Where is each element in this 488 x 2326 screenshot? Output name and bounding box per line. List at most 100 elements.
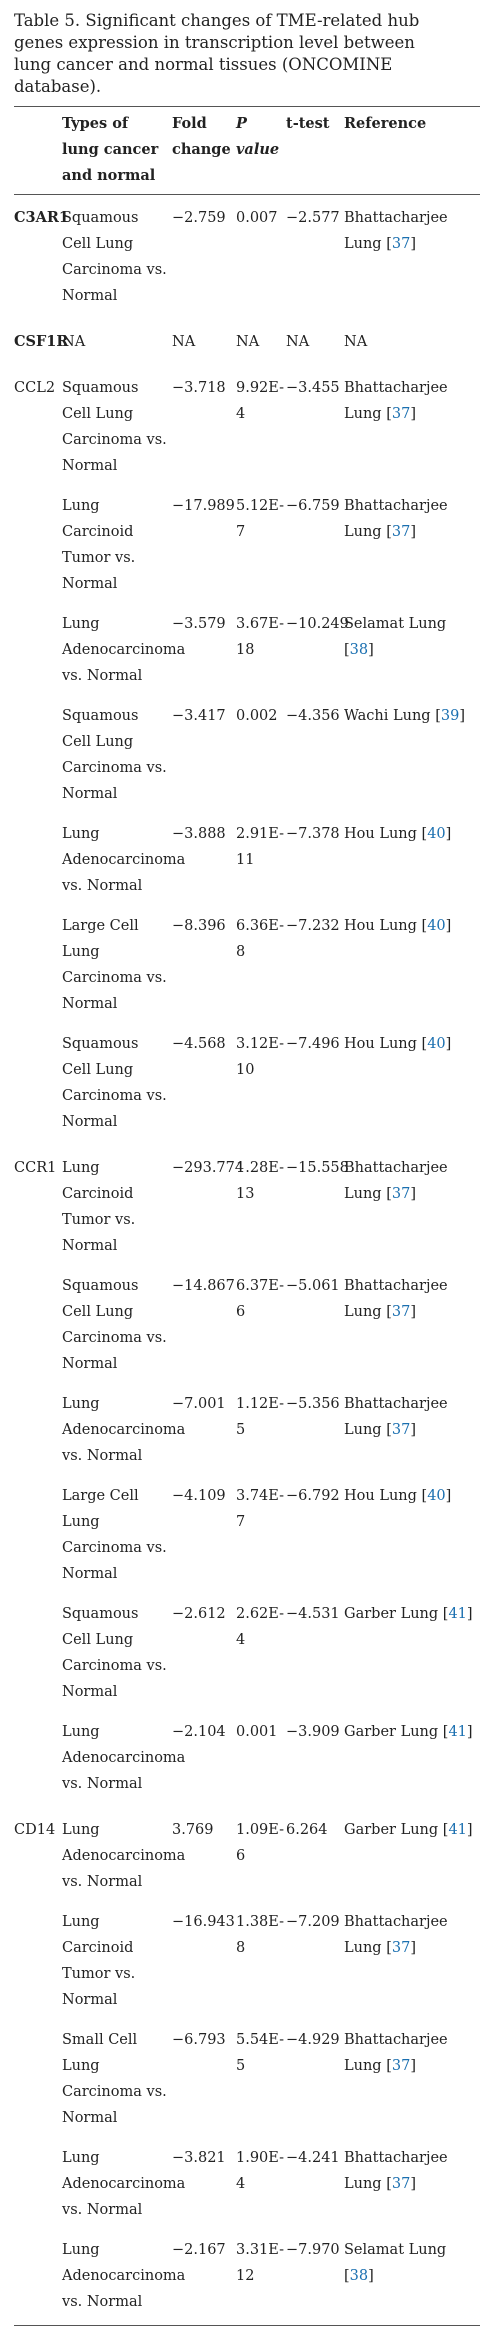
cell-type: Squamous Cell Lung Carcinoma vs. Normal xyxy=(62,210,167,304)
cell-t-test: −3.455 xyxy=(286,380,340,396)
cell-p-value: 0.007 xyxy=(236,210,278,226)
cell-t-test: −7.378 xyxy=(286,826,340,842)
reference-link[interactable]: 39 xyxy=(440,708,460,724)
cell-type: Lung Carcinoid Tumor vs. Normal xyxy=(62,498,136,592)
table-body: C3AR1 Squamous Cell Lung Carcinoma vs. No… xyxy=(14,195,480,2326)
table-row: Lung Adenocarcinoma vs. Normal −3.579 3.67… xyxy=(14,607,480,699)
reference-text: Garber Lung xyxy=(344,1606,443,1622)
cell-gene xyxy=(14,2141,62,2233)
reference-text: Garber Lung xyxy=(344,1822,443,1838)
cell-reference: Hou Lung [40] xyxy=(344,918,452,934)
reference-link[interactable]: 40 xyxy=(427,1036,446,1052)
cell-type: NA xyxy=(62,334,86,350)
cell-reference: Garber Lung [41] xyxy=(344,1606,473,1622)
reference-text: Wachi Lung xyxy=(344,708,436,724)
cell-reference: Garber Lung [41] xyxy=(344,1724,473,1740)
cell-gene: CD14 xyxy=(14,1822,56,1838)
reference-link[interactable]: 38 xyxy=(349,2268,369,2284)
reference-text: Selamat Lung xyxy=(344,616,447,632)
reference-link[interactable]: 37 xyxy=(391,1940,411,1956)
reference-link[interactable]: 41 xyxy=(448,1724,467,1740)
reference-link[interactable]: 37 xyxy=(391,2176,411,2192)
cell-fold-change: −8.396 xyxy=(172,918,226,934)
cell-p-value: 2.91E-11 xyxy=(236,826,285,868)
cell-p-value: 3.12E-10 xyxy=(236,1036,285,1078)
cell-type: Lung Adenocarcinoma vs. Normal xyxy=(62,2242,186,2310)
cell-t-test: −3.909 xyxy=(286,1724,340,1740)
cell-type: Squamous Cell Lung Carcinoma vs. Normal xyxy=(62,1606,167,1700)
table-row: Lung Adenocarcinoma vs. Normal −7.001 1.12… xyxy=(14,1387,480,1479)
cell-p-value: 6.36E-8 xyxy=(236,918,285,960)
reference-link[interactable]: 37 xyxy=(391,406,411,422)
header-gene xyxy=(14,107,62,195)
cell-reference: Bhattacharjee Lung [37] xyxy=(344,2032,448,2074)
reference-link[interactable]: 40 xyxy=(427,1488,446,1504)
reference-link[interactable]: 37 xyxy=(391,1304,411,1320)
table-row: Lung Adenocarcinoma vs. Normal −2.104 0.00… xyxy=(14,1715,480,1807)
cell-reference: Garber Lung [41] xyxy=(344,1822,473,1838)
reference-link[interactable]: 40 xyxy=(427,918,446,934)
cell-fold-change: −3.417 xyxy=(172,708,226,724)
cell-type: Large Cell Lung Carcinoma vs. Normal xyxy=(62,1488,167,1582)
cell-reference: Selamat Lung [38] xyxy=(344,616,447,658)
header-p-value: P value xyxy=(236,107,286,195)
reference-link[interactable]: 40 xyxy=(427,826,446,842)
header-row: Types of lung cancer and normal Fold cha… xyxy=(14,106,480,195)
reference-link[interactable]: 37 xyxy=(391,524,411,540)
cell-gene xyxy=(14,1479,62,1597)
cell-fold-change: −6.793 xyxy=(172,2032,226,2048)
cell-gene xyxy=(14,1597,62,1715)
cell-p-value: 1.38E-8 xyxy=(236,1914,285,1956)
cell-reference: Selamat Lung [38] xyxy=(344,2242,447,2284)
cell-fold-change: −2.612 xyxy=(172,1606,226,1622)
document-page: Table 5. Significant changes of TME-rela… xyxy=(14,11,480,2326)
reference-text: Bhattacharjee Lung xyxy=(344,1396,448,1438)
cell-p-value: 5.12E-7 xyxy=(236,498,285,540)
cell-type: Lung Carcinoid Tumor vs. Normal xyxy=(62,1914,136,2008)
table-row: Lung Carcinoid Tumor vs. Normal −17.989 5.… xyxy=(14,489,480,607)
header-fold-change: Fold change xyxy=(172,115,231,158)
cell-gene xyxy=(14,909,62,1027)
reference-text: Bhattacharjee Lung xyxy=(344,380,448,422)
cell-type: Squamous Cell Lung Carcinoma vs. Normal xyxy=(62,1036,167,1130)
cell-gene xyxy=(14,1269,62,1387)
reference-text: Hou Lung xyxy=(344,1036,422,1052)
reference-link[interactable]: 37 xyxy=(391,236,411,252)
cell-fold-change: −3.718 xyxy=(172,380,226,396)
reference-link[interactable]: 37 xyxy=(391,2058,411,2074)
reference-text: Bhattacharjee Lung xyxy=(344,1278,448,1320)
cell-fold-change: −4.568 xyxy=(172,1036,226,1052)
cell-fold-change: 3.769 xyxy=(172,1822,214,1838)
cell-p-value: 3.31E-12 xyxy=(236,2242,285,2284)
reference-text: Bhattacharjee Lung xyxy=(344,210,448,252)
reference-link[interactable]: 37 xyxy=(391,1422,411,1438)
table-row: Lung Adenocarcinoma vs. Normal −3.821 1.90… xyxy=(14,2141,480,2233)
cell-fold-change: NA xyxy=(172,334,196,350)
cell-gene: CCL2 xyxy=(14,380,56,396)
cell-fold-change: −3.579 xyxy=(172,616,226,632)
reference-link[interactable]: 41 xyxy=(448,1606,467,1622)
header-type: Types of lung cancer and normal xyxy=(62,115,159,184)
cell-gene xyxy=(14,2023,62,2141)
table-row: Lung Adenocarcinoma vs. Normal −2.167 3.31… xyxy=(14,2233,480,2326)
cell-p-value: 1.12E-5 xyxy=(236,1396,285,1438)
cell-fold-change: −3.821 xyxy=(172,2150,226,2166)
cell-t-test: −4.929 xyxy=(286,2032,340,2048)
cell-p-value: 9.92E-4 xyxy=(236,380,285,422)
cell-t-test: −10.249 xyxy=(286,616,349,632)
cell-gene xyxy=(14,2233,62,2326)
table-row: Large Cell Lung Carcinoma vs. Normal −4.1… xyxy=(14,1479,480,1597)
reference-text: Hou Lung xyxy=(344,1488,422,1504)
cell-p-value: 0.001 xyxy=(236,1724,278,1740)
cell-fold-change: −4.109 xyxy=(172,1488,226,1504)
reference-text: Hou Lung xyxy=(344,918,422,934)
table-row: Squamous Cell Lung Carcinoma vs. Normal −… xyxy=(14,699,480,817)
cell-p-value: 5.54E-5 xyxy=(236,2032,285,2074)
cell-type: Lung Adenocarcinoma vs. Normal xyxy=(62,826,186,894)
reference-link[interactable]: 38 xyxy=(349,642,369,658)
reference-link[interactable]: 41 xyxy=(448,1822,467,1838)
cell-gene: CSF1R xyxy=(14,333,69,350)
cell-reference: Bhattacharjee Lung [37] xyxy=(344,380,448,422)
cell-t-test: −7.232 xyxy=(286,918,340,934)
reference-link[interactable]: 37 xyxy=(391,1186,411,1202)
